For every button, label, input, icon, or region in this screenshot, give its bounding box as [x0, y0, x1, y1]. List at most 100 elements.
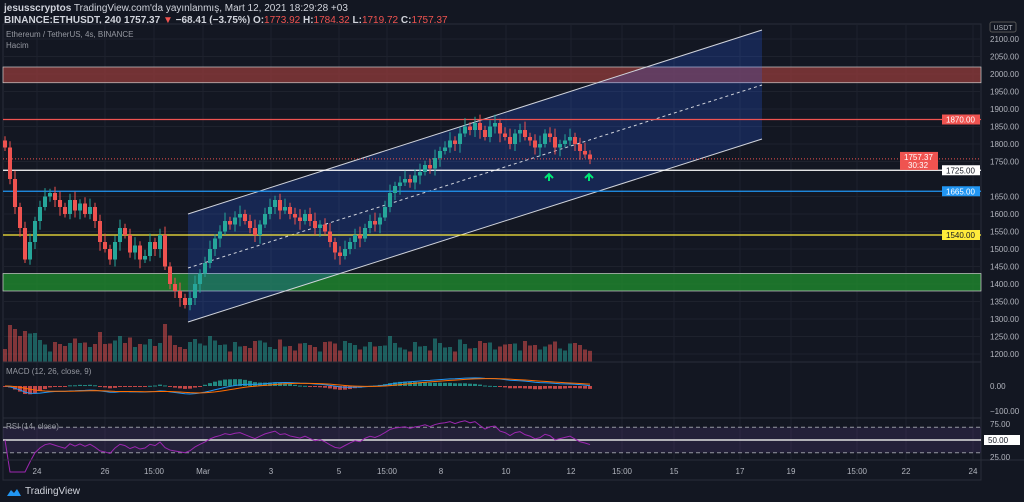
c-label: C:: [400, 15, 412, 26]
candle-body: [408, 179, 412, 183]
candle-body: [383, 207, 387, 218]
volume-bar: [23, 331, 27, 362]
tradingview-brand[interactable]: TradingView: [6, 486, 80, 497]
price-tick: 1400.00: [990, 280, 1019, 289]
volume-bar: [163, 324, 167, 362]
published-date: TradingView.com'da yayınlanmış, Mart 12,…: [73, 3, 348, 14]
candle-body: [118, 228, 122, 242]
time-tick: 22: [902, 467, 911, 476]
volume-bar: [578, 345, 582, 362]
macd-histogram-bar: [63, 386, 67, 387]
price-tick: 1500.00: [990, 245, 1019, 254]
macd-histogram-bar: [548, 386, 552, 389]
volume-bar: [3, 349, 7, 362]
price-tick: 1750.00: [990, 158, 1019, 167]
macd-histogram-bar: [328, 386, 332, 389]
candle-body: [163, 235, 167, 267]
macd-histogram-bar: [588, 386, 592, 389]
countdown-label: 30:32: [908, 161, 929, 170]
macd-histogram-bar: [43, 386, 47, 390]
candle-body: [223, 221, 227, 232]
candle-body: [138, 245, 142, 260]
brand-name: TradingView: [25, 486, 81, 497]
macd-histogram-bar: [578, 386, 582, 389]
candle-body: [98, 221, 102, 242]
candle-body: [188, 298, 192, 305]
candle-body: [453, 140, 457, 144]
candle-body: [233, 217, 237, 225]
candle-body: [228, 221, 232, 225]
volume-bar: [423, 346, 427, 362]
candle-body: [308, 214, 312, 221]
macd-histogram-bar: [398, 381, 402, 386]
candle-body: [213, 238, 217, 249]
macd-histogram-bar: [298, 385, 302, 387]
volume-bar: [273, 349, 277, 362]
macd-histogram-bar: [153, 385, 157, 387]
macd-histogram-bar: [38, 386, 42, 392]
volume-bar: [458, 339, 462, 362]
macd-histogram-bar: [438, 382, 442, 386]
symbol: BINANCE:ETHUSDT, 240: [4, 15, 122, 26]
candle-body: [258, 224, 262, 235]
volume-bar: [408, 351, 412, 362]
macd-histogram-bar: [203, 384, 207, 386]
volume-bar: [328, 341, 332, 362]
candle-body: [293, 214, 297, 218]
candle-body: [78, 203, 82, 211]
volume-bar: [18, 336, 22, 362]
candle-body: [558, 144, 562, 148]
candle-body: [428, 165, 432, 169]
candle-body: [468, 126, 472, 130]
channel-lower-line[interactable]: [187, 138, 763, 323]
volume-bar: [348, 343, 352, 362]
volume-bar: [193, 339, 197, 362]
candle-body: [253, 228, 257, 235]
time-tick: 10: [502, 467, 511, 476]
volume-bar: [253, 341, 257, 362]
candle-body: [363, 228, 367, 239]
candle-body: [288, 207, 292, 214]
time-tick: 15:00: [612, 467, 633, 476]
candle-body: [83, 203, 87, 214]
volume-bar: [318, 351, 322, 362]
volume-bar: [213, 340, 217, 362]
level-label: 1665.00: [946, 187, 975, 196]
macd-histogram-bar: [473, 383, 477, 386]
volume-bar: [453, 351, 457, 362]
macd-histogram-bar: [393, 382, 397, 386]
low: 1719.72: [361, 15, 399, 26]
volume-bar: [378, 346, 382, 362]
candle-body: [588, 154, 592, 159]
time-tick: 5: [337, 467, 342, 476]
rsi-label: RSI (14, close): [6, 422, 59, 431]
price-zone: [2, 66, 982, 84]
volume-bar: [258, 340, 262, 362]
candle-body: [103, 242, 107, 249]
macd-histogram-bar: [218, 380, 222, 386]
volume-bar: [263, 342, 267, 362]
candle-body: [388, 193, 392, 207]
volume-bar: [223, 344, 227, 362]
macd-histogram-bar: [333, 386, 337, 390]
candle-body: [463, 126, 467, 134]
main-pane-title: Ethereum / TetherUS, 4s, BINANCE: [6, 30, 134, 39]
tradingview-logo-icon: [7, 488, 21, 496]
candle-body: [128, 235, 132, 253]
volume-bar: [208, 336, 212, 362]
macd-histogram-bar: [103, 386, 107, 388]
macd-histogram-bar: [213, 381, 217, 386]
macd-histogram-bar: [163, 385, 167, 387]
volume-bar: [138, 344, 142, 362]
volume-bar: [13, 329, 17, 362]
volume-bar: [268, 347, 272, 362]
macd-histogram-bar: [193, 386, 197, 388]
candle-body: [173, 284, 177, 291]
price-tick: 1300.00: [990, 315, 1019, 324]
candle-body: [123, 228, 127, 235]
volume-bar: [313, 347, 317, 362]
macd-histogram-bar: [313, 386, 317, 388]
publish-info: jesusscryptos TradingView.com'da yayınla…: [4, 3, 348, 14]
macd-histogram-bar: [308, 386, 312, 387]
